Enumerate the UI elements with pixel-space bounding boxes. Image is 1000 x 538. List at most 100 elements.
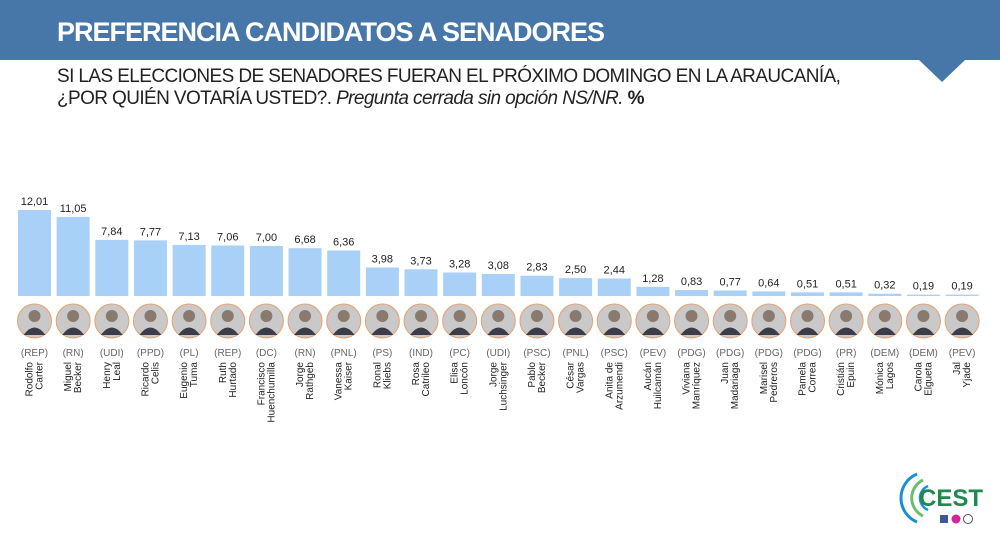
bar <box>713 290 747 296</box>
data-label: 3,98 <box>372 254 393 266</box>
candidate-first-name: Cristián <box>836 362 847 396</box>
candidate-last-name: Huilcamán <box>653 362 664 409</box>
party-label: (PR) <box>836 348 857 359</box>
data-label: 0,51 <box>835 278 856 290</box>
candidate-last-name: Loncón <box>460 362 471 395</box>
party-label: (PSC) <box>523 348 550 359</box>
data-label: 0,19 <box>951 281 972 293</box>
candidate-first-name: Miguel <box>63 362 74 391</box>
candidate-last-name: Elgueta <box>923 362 934 396</box>
candidate-name: Jorge Rathgeb <box>295 362 316 400</box>
question-note: Pregunta cerrada sin opción NS/NR. <box>336 88 624 109</box>
candidate-last-name: Rathgeb <box>305 362 316 400</box>
party-label: (PDG) <box>716 348 744 359</box>
data-label: 6,68 <box>294 234 315 246</box>
bar <box>597 278 631 296</box>
instagram-icon <box>951 514 961 524</box>
candidate-last-name: Pedreros <box>769 362 780 403</box>
avatar-head-icon <box>67 310 80 322</box>
party-label: (PPD) <box>137 348 164 359</box>
data-label: 0,64 <box>758 277 779 289</box>
data-label: 2,50 <box>565 264 586 276</box>
data-label: 3,73 <box>410 255 431 267</box>
avatar-head-icon <box>28 310 41 322</box>
data-label: 1,28 <box>642 273 663 285</box>
party-label: (PNL) <box>563 348 589 359</box>
party-label: (PNL) <box>331 348 357 359</box>
avatar-head-icon <box>299 310 312 322</box>
bar <box>481 273 515 296</box>
candidate-first-name: Pablo <box>527 362 538 388</box>
data-label: 7,00 <box>256 232 277 244</box>
data-label: 2,83 <box>526 262 547 274</box>
party-label: (PEV) <box>949 348 976 359</box>
candidate-last-name: Luchsinger <box>498 361 509 411</box>
avatar-head-icon <box>260 310 273 322</box>
candidate-last-name: Lagos <box>885 362 896 389</box>
party-label: (PC) <box>449 348 470 359</box>
bar <box>559 278 593 296</box>
candidate-name: Marisel Pedreros <box>759 362 780 403</box>
cest-logo: CEST <box>895 466 985 530</box>
bar <box>752 291 786 296</box>
party-label: (IND) <box>409 348 433 359</box>
candidate-name: Jal Yjade <box>952 362 973 388</box>
avatar-head-icon <box>917 310 930 322</box>
avatar-head-icon <box>956 310 969 322</box>
candidate-name: Ruth Hurtado <box>218 362 239 398</box>
svg-text:CEST: CEST <box>919 485 983 512</box>
avatar-head-icon <box>530 310 543 322</box>
bar <box>211 245 245 296</box>
candidate-last-name: Kliebs <box>382 362 393 389</box>
candidate-last-name: Manríquez <box>692 362 703 409</box>
header-bar: PREFERENCIA CANDIDATOS A SENADORES <box>0 0 1000 60</box>
candidate-last-name: Carter <box>35 361 46 389</box>
avatar-head-icon <box>762 310 775 322</box>
avatar-head-icon <box>453 310 466 322</box>
party-label: (REP) <box>21 348 48 359</box>
party-label: (PDG) <box>793 348 821 359</box>
candidate-last-name: Correa <box>808 362 819 393</box>
party-label: (PEV) <box>640 348 667 359</box>
avatar-body-icon <box>23 327 46 335</box>
data-label: 0,51 <box>797 278 818 290</box>
data-label: 6,36 <box>333 236 354 248</box>
candidate-first-name: Mónica <box>875 362 886 395</box>
party-label: (REP) <box>214 348 241 359</box>
avatar-head-icon <box>840 310 853 322</box>
candidate-last-name: Celis <box>150 362 161 384</box>
candidate-last-name: Yjade <box>962 362 973 388</box>
avatar-body-icon <box>487 327 510 335</box>
avatar-head-icon <box>685 310 698 322</box>
data-label: 7,84 <box>101 226 122 238</box>
candidate-name: Ricardo Celis <box>140 362 161 397</box>
party-label: (DC) <box>256 348 277 359</box>
unit-label: % <box>622 88 645 109</box>
candidate-last-name: Becker <box>537 361 548 393</box>
avatar-head-icon <box>105 310 118 322</box>
bar <box>133 240 167 296</box>
data-label: 7,13 <box>178 231 199 243</box>
candidate-name: Viviana Manríquez <box>682 362 703 410</box>
candidate-last-name: Kaiser <box>344 361 355 390</box>
candidate-first-name: Ruth <box>218 362 229 383</box>
data-label: 12,01 <box>21 196 49 208</box>
candidate-first-name: Henry <box>102 362 113 389</box>
avatar-body-icon <box>139 327 162 335</box>
avatar-body-icon <box>873 327 896 335</box>
candidate-last-name: Arzumendi <box>614 362 625 410</box>
candidate-first-name: Eugenio <box>179 362 190 399</box>
avatar-head-icon <box>221 310 234 322</box>
avatar-body-icon <box>100 327 123 335</box>
bar <box>791 292 824 296</box>
candidate-first-name: César <box>566 361 577 388</box>
data-label: 0,19 <box>913 281 934 293</box>
candidate-first-name: Pamela <box>798 362 809 396</box>
data-label: 0,32 <box>874 280 895 292</box>
data-label: 0,83 <box>681 276 702 288</box>
candidate-first-name: Marisel <box>759 362 770 394</box>
bar <box>327 250 361 296</box>
avatar-head-icon <box>646 310 659 322</box>
avatar-head-icon <box>492 310 505 322</box>
data-label: 3,08 <box>488 260 509 272</box>
